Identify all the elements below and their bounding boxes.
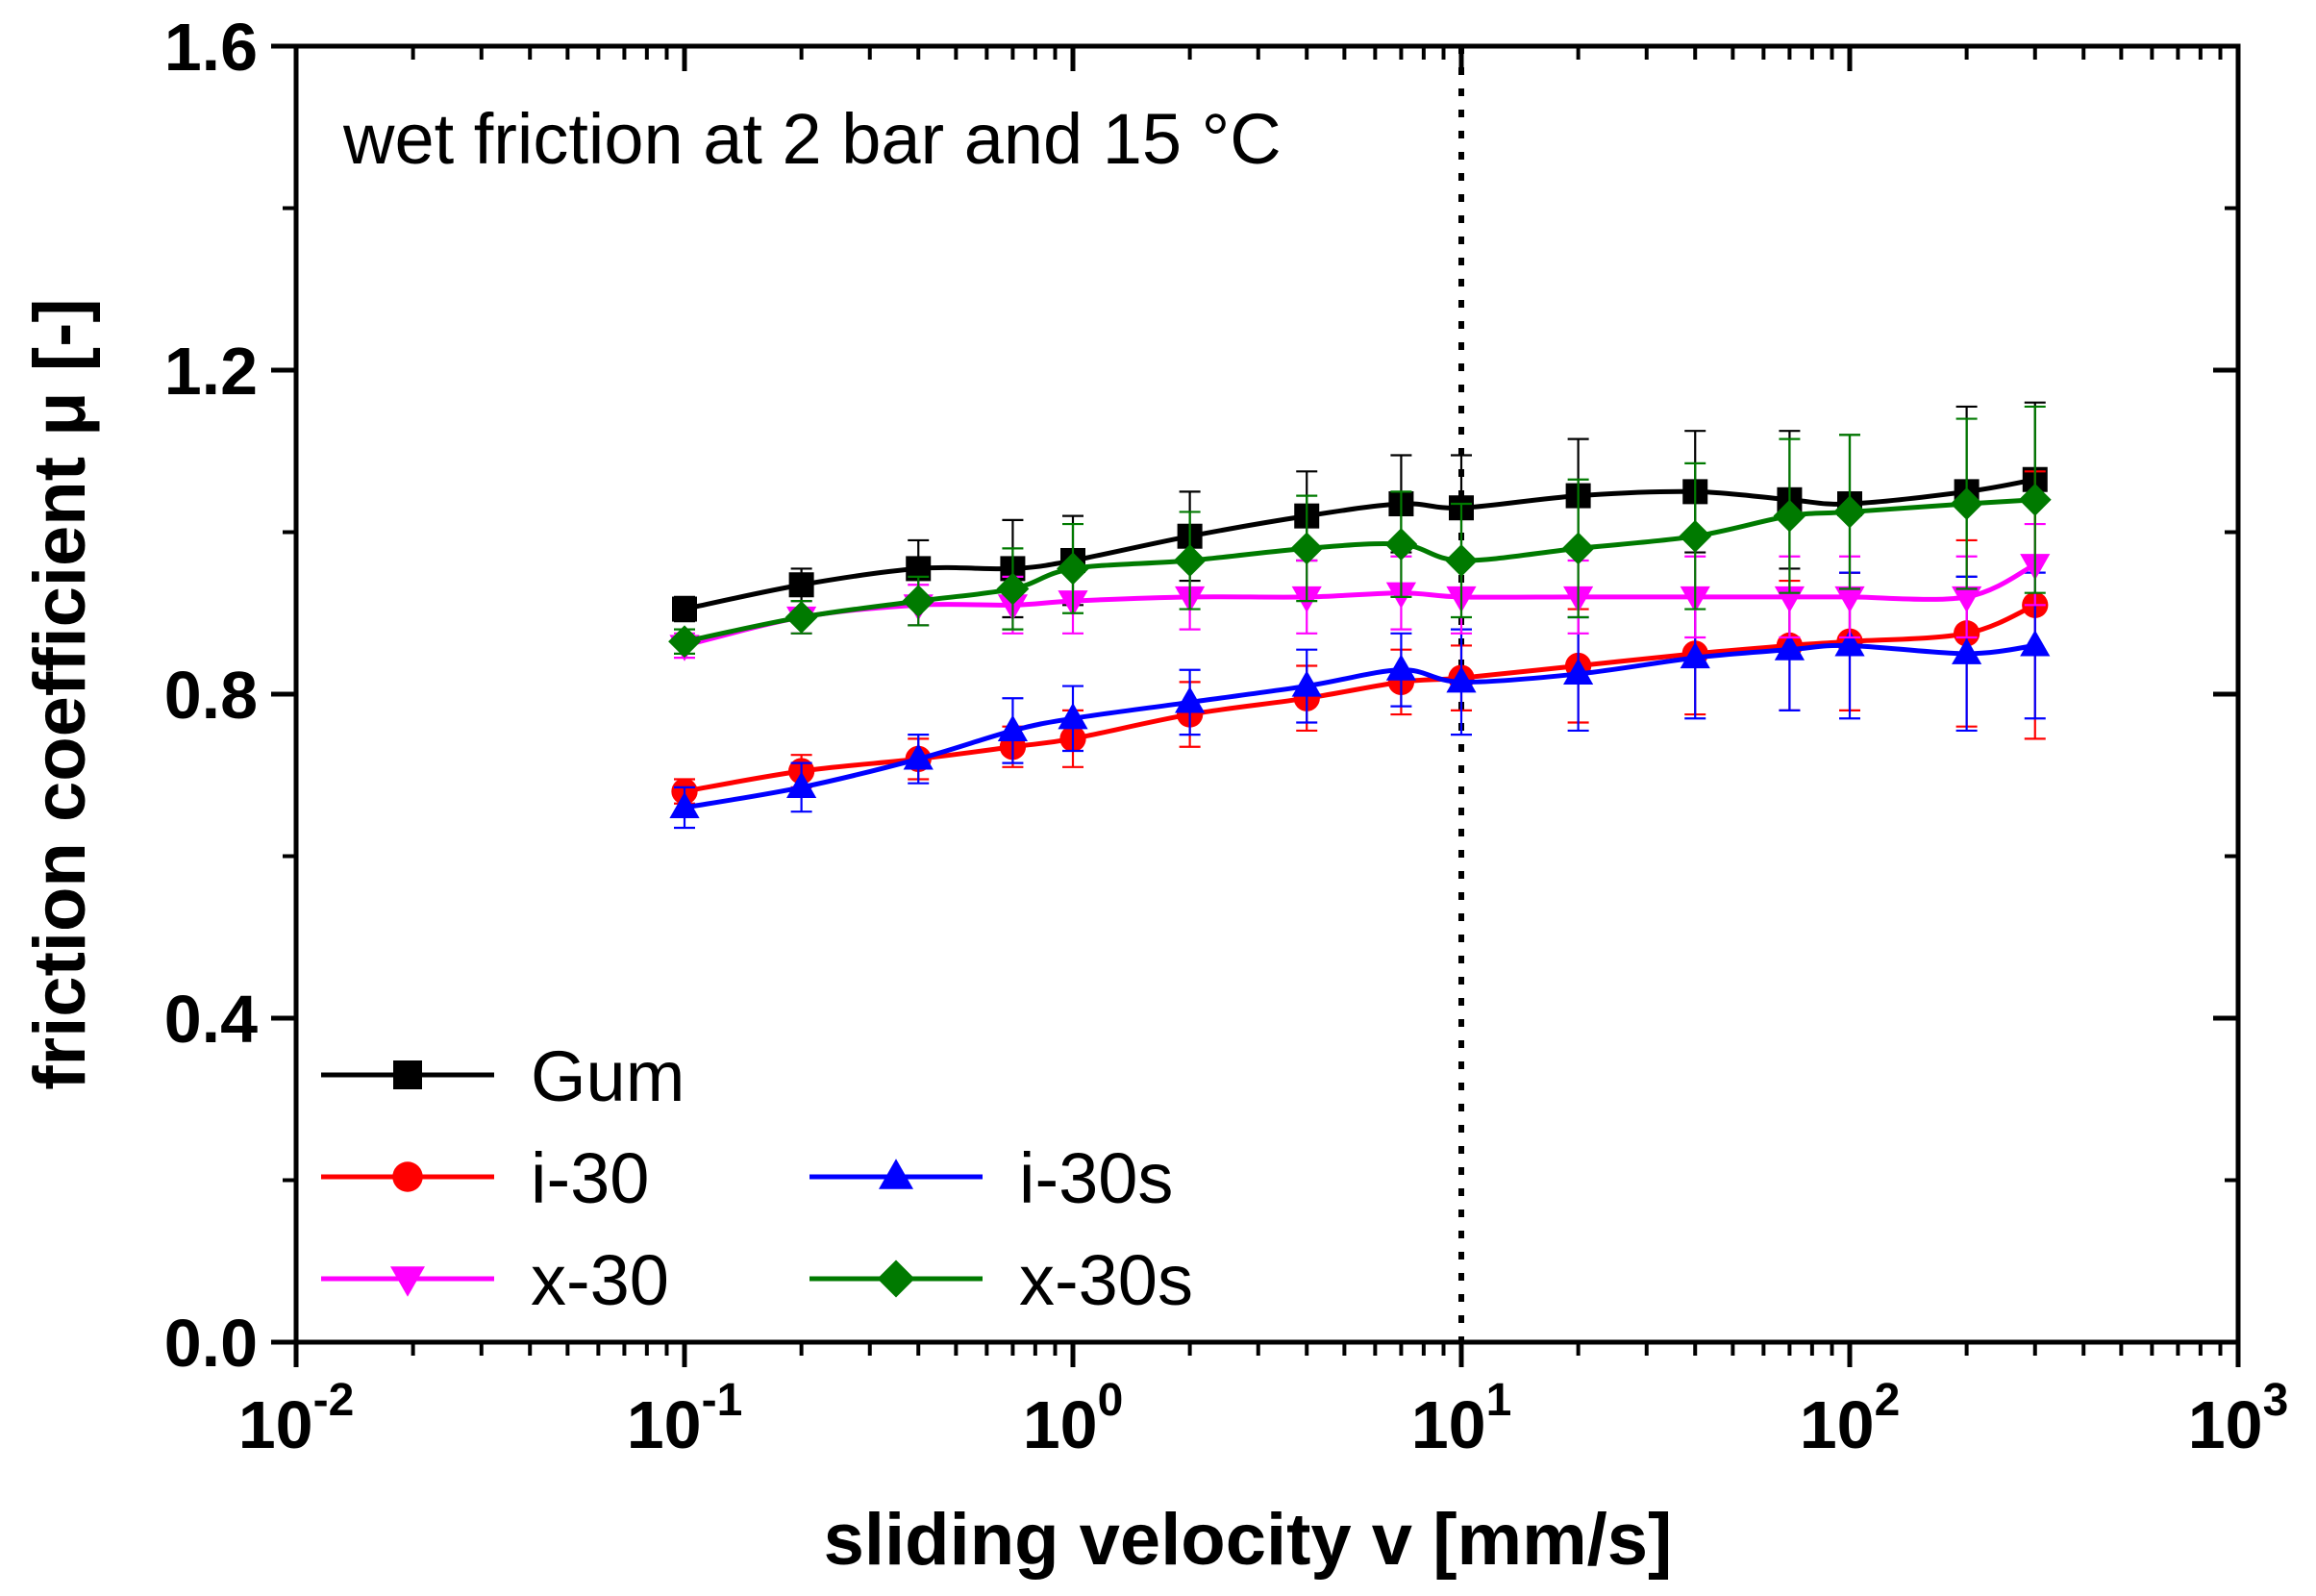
series-line [684, 603, 2036, 794]
data-layer [668, 401, 2052, 830]
legend-marker [392, 1161, 423, 1192]
x-tick-label: 102 [1800, 1375, 1901, 1462]
data-point [997, 714, 1029, 741]
series-i-30s [669, 571, 2051, 830]
data-point [903, 743, 934, 770]
data-point [1952, 586, 1982, 613]
x-axis-title: sliding velocity v [mm/s] [824, 1499, 1673, 1581]
legend-marker [393, 1060, 422, 1089]
data-point [1563, 658, 1594, 685]
data-point [669, 791, 700, 818]
data-point [1834, 586, 1865, 613]
series-line [684, 642, 2036, 810]
legend-item-x-30s: x-30s [809, 1240, 1193, 1320]
data-point [788, 572, 814, 598]
data-point [1680, 641, 1710, 669]
data-point [902, 585, 935, 618]
data-point [1446, 666, 1477, 693]
legend-label: x-30 [531, 1240, 669, 1320]
data-point [784, 601, 818, 634]
y-tick-label: 0.0 [164, 1306, 258, 1381]
legend-label: i-30s [1019, 1138, 1173, 1218]
series-x-30s [668, 405, 2052, 659]
legend-item-i-30: i-30 [321, 1138, 649, 1218]
legend-item-Gum: Gum [321, 1036, 685, 1116]
data-point [1833, 495, 1866, 529]
data-point [1952, 637, 1982, 664]
legend-marker [877, 1259, 915, 1298]
data-point [1384, 528, 1418, 561]
legend-item-x-30: x-30 [321, 1240, 669, 1320]
data-point [1057, 552, 1089, 586]
y-tick-label: 1.2 [164, 334, 258, 409]
chart-annotation: wet friction at 2 bar and 15 °C [342, 99, 1282, 179]
data-point [2018, 483, 2052, 516]
data-point [996, 572, 1030, 606]
data-point [668, 625, 701, 659]
x-tick-label: 100 [1023, 1375, 1124, 1462]
data-point [1445, 544, 1478, 577]
data-point [1058, 703, 1088, 730]
data-point [1679, 519, 1712, 553]
y-tick-label: 0.8 [164, 658, 258, 733]
legend-label: x-30s [1019, 1240, 1193, 1320]
data-point [786, 771, 817, 798]
y-tick-label: 1.6 [164, 10, 258, 85]
data-point [1291, 670, 1322, 697]
data-point [1173, 544, 1207, 577]
data-point [2020, 630, 2051, 657]
y-tick-label: 0.4 [164, 982, 258, 1057]
legend-label: Gum [531, 1036, 685, 1116]
x-tick-label: 10-1 [627, 1375, 743, 1462]
legend-marker [879, 1159, 913, 1189]
legend-item-i-30s: i-30s [809, 1138, 1173, 1218]
data-point [672, 596, 697, 622]
data-point [1950, 487, 1983, 520]
legend: Gum i-30 i-30s x-30 x-30s [321, 1036, 1193, 1320]
data-point [1834, 630, 1865, 657]
x-tick-label: 103 [2188, 1375, 2289, 1462]
legend-label: i-30 [531, 1138, 649, 1218]
x-tick-label: 10-2 [238, 1375, 355, 1462]
legend-marker [390, 1266, 425, 1297]
data-point [1385, 654, 1417, 681]
data-point [1561, 532, 1595, 565]
data-point [1175, 686, 1206, 713]
axis-layer: 10-2 10-1 100 101 102 103 0.0 0.4 0.8 1.2 1.6 [164, 10, 2289, 1462]
data-point [1290, 532, 1324, 565]
data-point [1773, 499, 1806, 533]
x-tick-label: 101 [1411, 1375, 1512, 1462]
y-axis-title: friction coefficient μ [-] [19, 298, 101, 1089]
data-point [1774, 634, 1805, 661]
